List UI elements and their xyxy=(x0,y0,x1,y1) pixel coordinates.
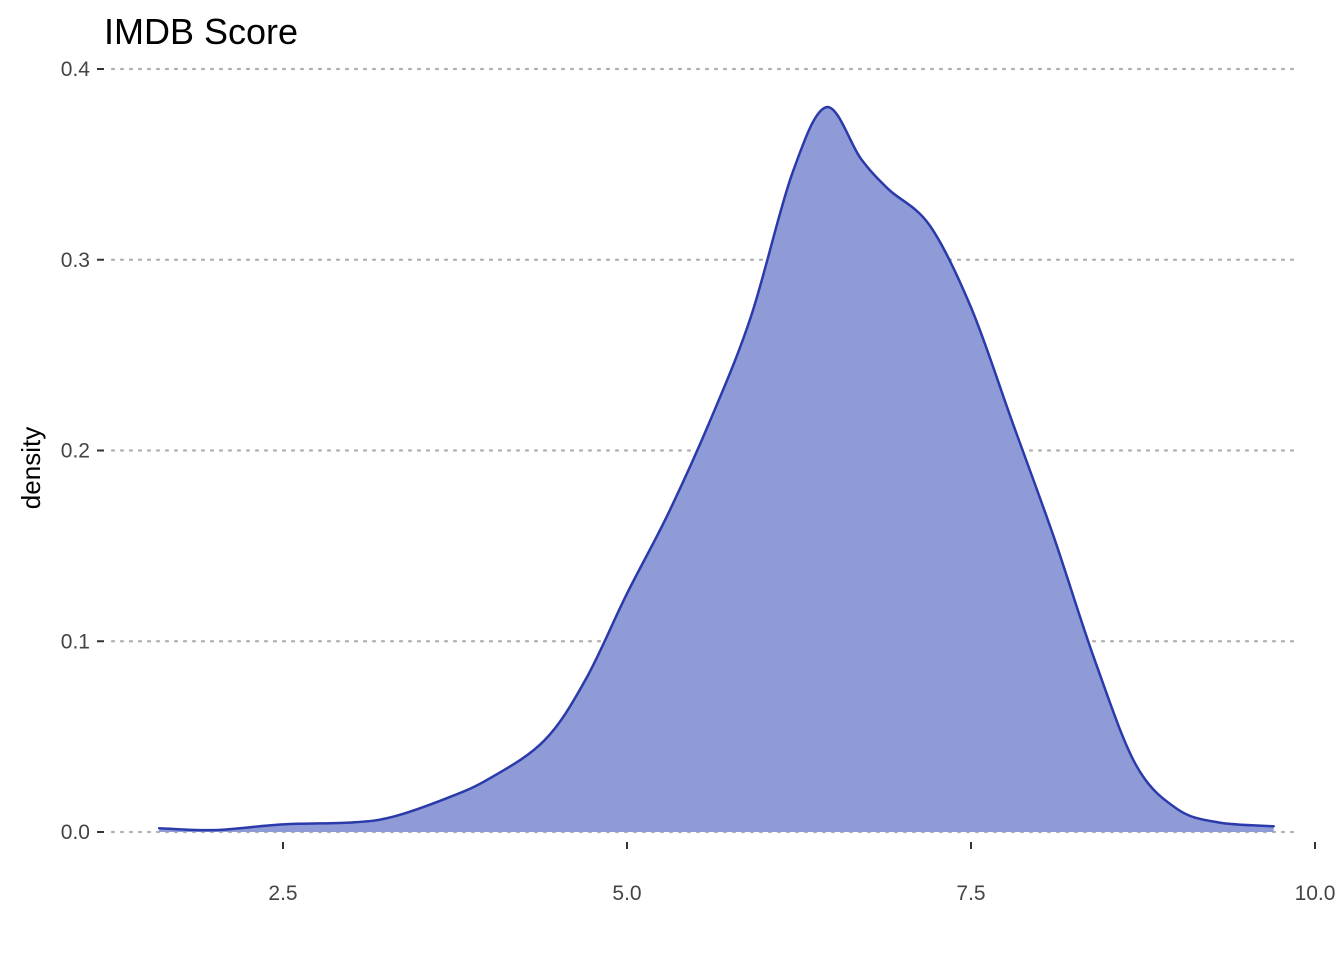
chart-title: IMDB Score xyxy=(104,11,298,52)
y-tick-label: 0.1 xyxy=(61,630,90,653)
y-tick-label: 0.0 xyxy=(61,821,90,844)
axis-ticks: 0.0 0.1 0.2 0.3 0.4 2.5 5.0 7.5 10.0 xyxy=(61,58,1336,905)
x-tick-label: 10.0 xyxy=(1295,882,1336,905)
y-tick-label: 0.3 xyxy=(61,249,90,272)
y-tick-label: 0.4 xyxy=(61,58,91,81)
y-axis-title: density xyxy=(16,427,46,509)
y-tick-label: 0.2 xyxy=(61,440,90,463)
x-tick-label: 7.5 xyxy=(956,882,985,905)
density-area-fill xyxy=(159,106,1274,832)
density-curve-line xyxy=(157,105,1275,832)
x-tick-label: 2.5 xyxy=(268,882,297,905)
density-area-group xyxy=(157,105,1275,832)
x-tick-label: 5.0 xyxy=(612,882,641,905)
